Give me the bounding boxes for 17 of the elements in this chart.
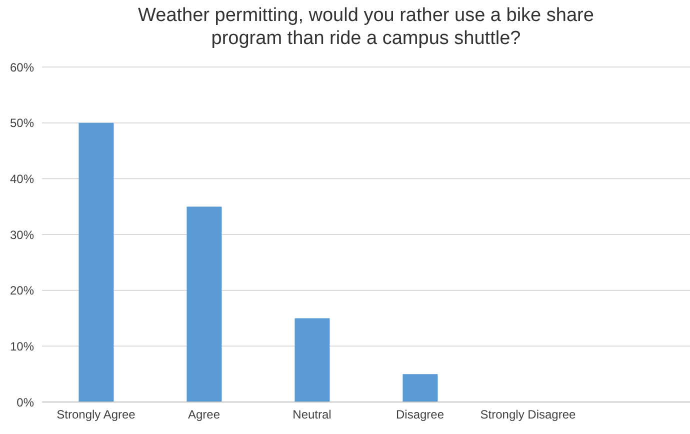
bar [294,318,330,402]
x-tick-label: Neutral [292,408,332,422]
y-tick-label: 10% [10,339,34,354]
x-tick-label: Strongly Disagree [480,408,576,422]
x-tick-label: Strongly Agree [56,408,136,422]
y-tick-label: 0% [16,395,34,410]
chart-title: Weather permitting, would you rather use a bike share program than ride a campus shuttle? [137,4,595,50]
y-tick-label: 50% [10,116,34,130]
y-tick-label: 60% [10,60,34,74]
bar [186,206,222,402]
y-tick-label: 20% [10,284,34,298]
x-tick-label: Disagree [396,408,444,422]
y-tick-label: 30% [10,228,34,242]
bar [78,122,114,402]
x-tick-label: Agree [188,408,220,422]
y-tick-label: 40% [10,172,34,186]
bar [402,374,438,402]
